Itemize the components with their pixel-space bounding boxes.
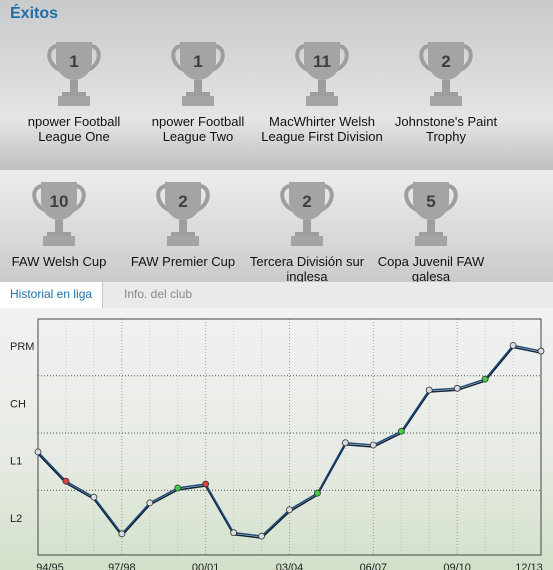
trophy-icon [171,42,225,106]
point [202,480,210,488]
point [118,530,126,538]
y-tick-label: L2 [10,513,22,525]
trophy-name: FAW Premier Cup [130,254,236,269]
tab[interactable]: Info. del club [124,287,193,301]
trophy-name: Copa Juvenil FAW galesa [377,254,485,282]
point [509,341,517,349]
point [481,375,489,383]
point [425,386,433,394]
trophy-count: 2 [302,192,312,211]
trophy: 2 FAW Premier Cup [121,180,245,269]
point [34,448,42,456]
trophy-count: 11 [313,52,331,71]
trophy-icon [32,182,86,246]
trophy-count: 1 [193,52,203,71]
point [90,493,98,501]
tab[interactable]: Historial en liga [0,282,104,308]
point [174,484,182,492]
trophy-icon [404,182,458,246]
trophy-name: MacWhirter Welsh League First Division [261,114,383,144]
point [369,441,377,449]
trophy: 10 FAW Welsh Cup [0,180,121,269]
x-tick-label: 06/07 [360,562,388,570]
x-tick-label: 03/04 [276,562,304,570]
point [146,499,154,507]
point [341,439,349,447]
trophy-name: Johnstone's Paint Trophy [394,114,498,144]
section-title: Éxitos [10,5,59,22]
trophy-icon [295,42,349,106]
x-tick-label: 97/98 [108,562,136,570]
trophy-count: 2 [178,192,188,211]
trophy-name: Tercera División sur inglesa [249,254,365,282]
league-history-chart: PRM CH L1 L2 94/95 97/98 00/01 03/04 06/07 09/10 1… [0,308,553,570]
trophy-icon [419,42,473,106]
trophy-icon [156,182,210,246]
trophy-count: 10 [49,192,69,211]
trophy: 1 npower Football League One [12,40,136,144]
x-tick-label: 12/13 [515,562,543,570]
y-tick-label: CH [10,398,26,410]
point [62,477,70,485]
trophy-name: npower Football League One [27,114,121,144]
trophy-panel: 1 npower Football League One 1 npower Footb… [0,0,553,170]
y-tick-label: PRM [10,341,34,353]
trophy-name: FAW Welsh Cup [11,254,107,269]
trophy: 11 MacWhirter Welsh League First Division [260,40,384,144]
x-tick-label: 09/10 [443,562,471,570]
trophy: 2 Tercera División sur inglesa [245,180,369,282]
tab-bar: Historial en liga Info. del club [0,282,553,309]
trophy-name: npower Football League Two [151,114,245,144]
trophy: 2 Johnstone's Paint Trophy [384,40,508,144]
trophy-row: 10 FAW Welsh Cup 2 FAW Premier Cup 2 Tercera … [0,170,553,282]
y-tick-label: L1 [10,456,22,468]
point [397,427,405,435]
trophy-count: 5 [426,192,436,211]
point [314,489,321,497]
x-tick-label: 94/95 [36,562,64,570]
point [286,506,293,514]
trophy-icon [280,182,334,246]
trophy: 5 Copa Juvenil FAW galesa [369,180,493,282]
point [258,532,265,540]
trophy-row: 1 npower Football League One 1 npower Footb… [0,0,553,170]
trophy-count: 1 [69,52,79,71]
point [453,384,461,392]
point [230,529,238,537]
trophy-count: 2 [441,52,451,71]
x-tick-label: 00/01 [192,562,220,570]
point [537,347,545,355]
trophy: 1 npower Football League Two [136,40,260,144]
trophy-icon [47,42,101,106]
